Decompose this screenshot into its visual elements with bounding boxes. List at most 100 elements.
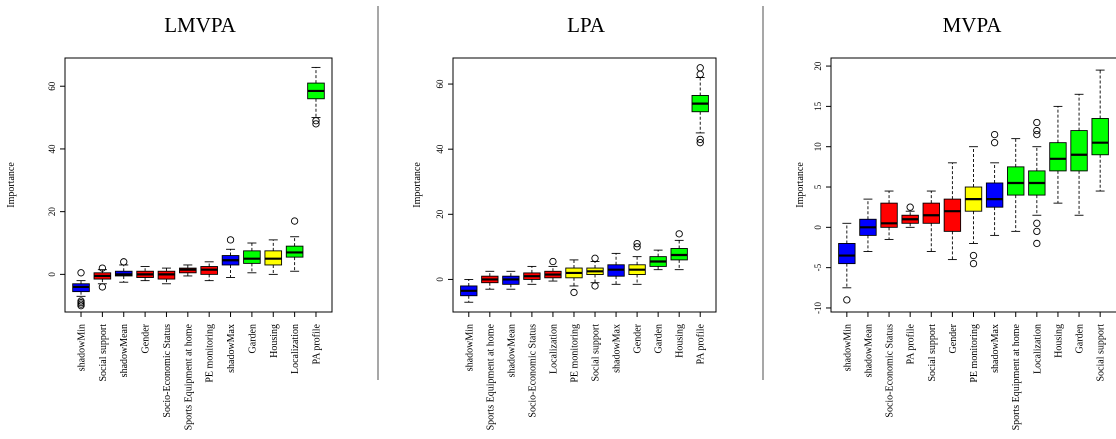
y-tick-label: 15 bbox=[813, 101, 823, 111]
box-11 bbox=[1049, 105, 1067, 204]
box-1 bbox=[460, 278, 478, 303]
panel-title: LPA bbox=[567, 13, 606, 37]
box-12 bbox=[1070, 93, 1088, 216]
box-6 bbox=[565, 259, 583, 297]
outlier-point bbox=[969, 251, 978, 260]
outlier-point bbox=[696, 64, 704, 72]
panel-title: LMVPA bbox=[164, 13, 236, 37]
box-12 bbox=[307, 66, 325, 128]
box-3 bbox=[114, 258, 133, 283]
outlier-point bbox=[696, 135, 704, 144]
y-tick-label: 0 bbox=[435, 277, 445, 282]
box-body bbox=[1049, 142, 1067, 172]
box-body bbox=[985, 182, 1004, 208]
x-tick-label: Garden bbox=[1075, 324, 1086, 353]
box-body bbox=[880, 202, 898, 228]
box-4 bbox=[901, 203, 919, 228]
box-5 bbox=[922, 190, 940, 252]
x-tick-label: Gender bbox=[948, 323, 959, 353]
y-tick-label: 0 bbox=[813, 225, 823, 230]
x-tick-label: Housing bbox=[269, 324, 280, 358]
outlier-point bbox=[1033, 126, 1041, 135]
outlier-point bbox=[312, 120, 320, 128]
x-tick-label: Gender bbox=[141, 323, 152, 353]
box-3 bbox=[502, 270, 520, 290]
box-8 bbox=[985, 130, 1004, 236]
x-tick-label: Sports Equipment at home bbox=[485, 323, 496, 430]
outlier-point bbox=[591, 254, 599, 262]
x-tick-label: Localization bbox=[548, 324, 559, 374]
outlier-point bbox=[98, 264, 107, 272]
box-9 bbox=[628, 239, 646, 285]
y-axis-label: Importance bbox=[6, 162, 17, 208]
y-tick-label: 60 bbox=[435, 79, 445, 89]
x-tick-label: Socio-Economic Status bbox=[162, 324, 173, 418]
outlier-point bbox=[226, 236, 235, 244]
outlier-point bbox=[1033, 118, 1041, 127]
box-body bbox=[943, 198, 962, 232]
y-tick-label: 20 bbox=[813, 61, 823, 71]
y-tick-label: 5 bbox=[813, 184, 823, 189]
box-9 bbox=[243, 242, 261, 274]
outlier-point bbox=[969, 259, 978, 268]
plot-frame bbox=[452, 57, 717, 313]
x-tick-label: PE monitoring bbox=[205, 324, 216, 383]
x-tick-label: Localization bbox=[290, 324, 301, 374]
x-tick-label: Social support bbox=[927, 324, 938, 382]
x-tick-label: shadowMax bbox=[990, 324, 1001, 373]
x-tick-label: PA profile bbox=[906, 323, 917, 364]
outlier-point bbox=[1033, 227, 1041, 236]
outlier-point bbox=[312, 117, 320, 125]
box-10 bbox=[649, 249, 667, 271]
outlier-point bbox=[570, 288, 578, 297]
outlier-point bbox=[77, 269, 85, 277]
box-2 bbox=[481, 270, 499, 290]
box-11 bbox=[285, 217, 304, 272]
box-6 bbox=[179, 264, 197, 277]
outlier-point bbox=[906, 203, 914, 211]
box-2 bbox=[859, 198, 877, 252]
box-9 bbox=[1007, 138, 1025, 232]
outlier-point bbox=[633, 239, 641, 248]
panel-lpa: LPA Importance 0 20 40 60 shadowMin Sports Eq… bbox=[412, 13, 717, 430]
outlier-point bbox=[1033, 130, 1041, 139]
outlier-point bbox=[633, 243, 641, 251]
y-tick-label: -10 bbox=[813, 301, 823, 313]
box-5 bbox=[157, 267, 176, 285]
outlier-point bbox=[290, 217, 299, 225]
y-axis-label: Importance bbox=[795, 162, 806, 208]
box-body bbox=[922, 202, 940, 224]
panel-mvpa: MVPA Importance -10 -5 0 5 10 15 20 shadowMin sh… bbox=[795, 13, 1116, 430]
y-tick-label: 10 bbox=[813, 142, 823, 152]
x-tick-label: Socio-Economic Status bbox=[527, 324, 538, 418]
box-6 bbox=[943, 162, 962, 261]
x-tick-label: Sports Equipment at home bbox=[1011, 323, 1022, 430]
y-axis-label: Importance bbox=[412, 162, 423, 208]
y-tick-label: 20 bbox=[435, 209, 445, 219]
x-tick-label: shadowMax bbox=[226, 324, 237, 373]
x-tick-label: shadowMean bbox=[863, 324, 874, 377]
box-7 bbox=[200, 261, 218, 282]
plot-frame bbox=[64, 57, 333, 313]
outlier-point bbox=[696, 70, 704, 78]
box-8 bbox=[221, 236, 240, 278]
y-tick-label: 0 bbox=[47, 272, 57, 277]
box-body bbox=[243, 250, 261, 264]
box-1 bbox=[838, 222, 856, 304]
outlier-point bbox=[591, 282, 599, 290]
outlier-point bbox=[696, 139, 704, 147]
x-tick-label: shadowMin bbox=[842, 324, 853, 371]
box-3 bbox=[880, 190, 898, 240]
x-tick-label: Social support bbox=[1096, 324, 1107, 382]
box-8 bbox=[607, 252, 625, 285]
x-tick-label: PA profile bbox=[311, 323, 322, 364]
box-10 bbox=[264, 239, 283, 275]
outlier-point bbox=[990, 139, 999, 147]
y-tick-label: 60 bbox=[47, 81, 57, 91]
x-tick-label: Garden bbox=[247, 324, 258, 353]
box-13 bbox=[1091, 69, 1109, 192]
outlier-point bbox=[77, 302, 85, 310]
x-tick-label: shadowMin bbox=[464, 324, 475, 371]
outlier-point bbox=[843, 296, 851, 304]
outlier-point bbox=[98, 283, 107, 291]
